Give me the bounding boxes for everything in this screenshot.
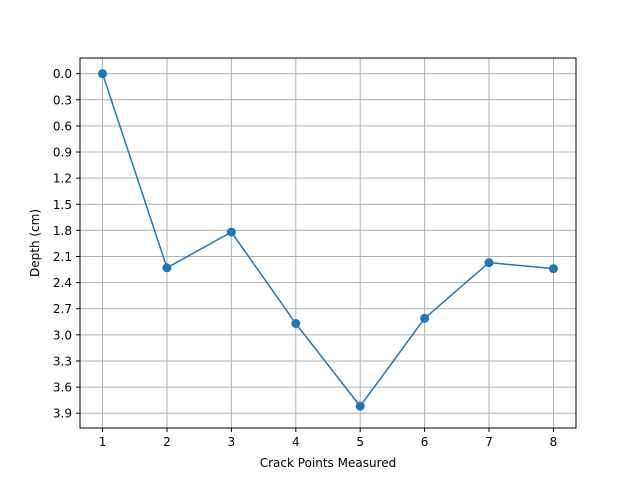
x-tick-label: 5 xyxy=(356,435,364,449)
x-tick-label: 2 xyxy=(163,435,171,449)
y-tick-label: 1.2 xyxy=(53,172,72,186)
data-point xyxy=(484,258,494,268)
x-axis: 1 2 3 4 5 6 7 8 xyxy=(99,428,558,449)
y-tick-label: 2.4 xyxy=(53,276,72,290)
data-point xyxy=(291,319,301,329)
data-point xyxy=(226,227,236,237)
plot-background xyxy=(80,58,576,428)
data-point xyxy=(162,263,172,273)
x-axis-label: Crack Points Measured xyxy=(260,456,397,470)
y-tick-label: 0.3 xyxy=(53,93,72,107)
data-point xyxy=(420,313,430,323)
y-tick-label: 0.6 xyxy=(53,119,72,133)
y-tick-label: 2.7 xyxy=(53,302,72,316)
plot-frame xyxy=(79,57,577,429)
y-tick-label: 1.5 xyxy=(53,198,72,212)
y-tick-label: 0.9 xyxy=(53,146,72,160)
x-tick-label: 1 xyxy=(99,435,107,449)
y-tick-label: 1.8 xyxy=(53,224,72,238)
y-tick-label: 3.6 xyxy=(53,381,72,395)
data-point xyxy=(98,69,108,79)
x-tick-label: 7 xyxy=(485,435,493,449)
y-axis: 0.0 0.3 0.6 0.9 1.2 1.5 1.8 2.1 2.4 2.7 3.0 3.3 3.6 3… xyxy=(53,67,80,421)
y-tick-label: 3.3 xyxy=(53,354,72,368)
grid-lines xyxy=(80,58,576,428)
y-axis-label: Depth (cm) xyxy=(28,209,42,277)
x-tick-label: 8 xyxy=(550,435,558,449)
data-point xyxy=(548,264,558,274)
y-tick-label: 0.0 xyxy=(53,67,72,81)
x-tick-label: 6 xyxy=(421,435,429,449)
x-tick-label: 4 xyxy=(292,435,300,449)
x-tick-label: 3 xyxy=(228,435,236,449)
plot-area xyxy=(79,57,577,429)
series-line xyxy=(101,73,554,407)
data-point xyxy=(355,401,365,411)
y-tick-label: 2.1 xyxy=(53,250,72,264)
series-layer xyxy=(98,69,558,411)
y-tick-label: 3.0 xyxy=(53,328,72,342)
y-tick-label: 3.9 xyxy=(53,407,72,421)
